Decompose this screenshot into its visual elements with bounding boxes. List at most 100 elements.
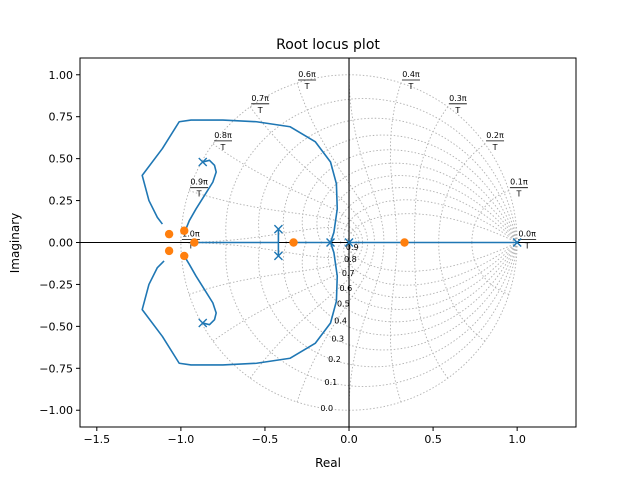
frequency-label-den-1: T bbox=[515, 190, 521, 199]
frequency-curve-lower-3 bbox=[389, 242, 402, 403]
plot-area: 0.9 0.8 0.7 0.6 0.5 0.4 0.3 0.2 0.1 0.0 0.0π T 0.1π T… bbox=[39, 57, 577, 446]
frequency-curve-upper-5 bbox=[296, 82, 375, 243]
frequency-curve-lower-0 bbox=[471, 242, 510, 295]
pole-marker-2 bbox=[273, 224, 283, 234]
frequency-label-7: 0.8π T bbox=[213, 131, 232, 152]
y-tick-label-2: −0.50 bbox=[39, 320, 73, 333]
damping-label-0: 0.9 bbox=[346, 243, 359, 252]
frequency-curve-lower-4 bbox=[348, 242, 385, 411]
frequency-label-den-5: T bbox=[304, 82, 310, 91]
damping-label-4: 0.5 bbox=[337, 300, 350, 309]
x-tick-label-1: −1.0 bbox=[168, 433, 195, 446]
damping-label-3: 0.6 bbox=[339, 284, 352, 293]
zero-marker-4 bbox=[190, 238, 199, 247]
pole-marker-4 bbox=[326, 238, 336, 247]
damping-line-upper-1 bbox=[343, 199, 518, 243]
y-tick-label-3: −0.25 bbox=[39, 278, 73, 291]
damping-label-5: 0.4 bbox=[334, 316, 347, 325]
zero-marker-1 bbox=[164, 246, 174, 256]
frequency-curve-lower-6 bbox=[249, 242, 369, 379]
damping-line-upper-7 bbox=[258, 117, 518, 243]
y-tick-label-7: 0.75 bbox=[49, 111, 74, 124]
zero-marker-0 bbox=[164, 229, 174, 239]
locus-group bbox=[141, 119, 522, 366]
y-tick-label-1: −0.75 bbox=[39, 362, 73, 375]
pole-marker-stroke-b-6 bbox=[512, 238, 522, 247]
pole-marker-6 bbox=[512, 238, 522, 247]
frequency-curve-lower-9 bbox=[180, 242, 357, 258]
x-tick-label-2: −0.5 bbox=[252, 433, 279, 446]
damping-label-8: 0.1 bbox=[325, 378, 338, 387]
zero-marker-2 bbox=[180, 226, 189, 235]
frequency-label-den-7: T bbox=[220, 143, 226, 152]
pole-marker-stroke-b-1 bbox=[198, 318, 208, 328]
damping-line-lower-1 bbox=[343, 242, 518, 286]
pole-marker-stroke-b-5 bbox=[344, 238, 354, 247]
y-tick-label-0: −1.00 bbox=[39, 404, 73, 417]
frequency-label-den-0: T bbox=[524, 242, 530, 251]
frequency-curve-upper-2 bbox=[414, 106, 449, 243]
y-tick-label-6: 0.50 bbox=[49, 153, 74, 166]
frequency-label-den-6: T bbox=[257, 106, 263, 115]
frequency-curve-lower-2 bbox=[414, 242, 449, 379]
damping-line-lower-2 bbox=[336, 242, 518, 298]
damping-label-7: 0.2 bbox=[328, 355, 341, 364]
frequency-label-6: 0.7π T bbox=[251, 94, 270, 115]
pole-marker-stroke-b-2 bbox=[273, 224, 283, 234]
frequency-curve-upper-4 bbox=[348, 74, 385, 243]
damping-label-1: 0.8 bbox=[344, 255, 357, 264]
x-tick-label-5: 1.0 bbox=[508, 433, 526, 446]
x-tick-label-4: 0.5 bbox=[424, 433, 442, 446]
pole-marker-1 bbox=[198, 318, 208, 328]
pole-marker-3 bbox=[273, 251, 283, 261]
damping-line-lower-7 bbox=[258, 242, 518, 368]
x-tick-label-3: 0.0 bbox=[340, 433, 358, 446]
frequency-label-num-5: 0.6π bbox=[298, 70, 316, 79]
damping-label-6: 0.3 bbox=[331, 335, 344, 344]
frequency-curve-upper-3 bbox=[389, 82, 402, 243]
frequency-label-5: 0.6π T bbox=[298, 70, 317, 91]
frequency-curve-lower-5 bbox=[296, 242, 375, 403]
chart-title: Root locus plot bbox=[276, 37, 380, 53]
frequency-curve-upper-6 bbox=[249, 106, 369, 243]
frequency-label-den-8: T bbox=[196, 190, 202, 199]
y-axis-label: Imaginary bbox=[8, 213, 22, 274]
frequency-label-num-3: 0.3π bbox=[449, 94, 467, 103]
frequency-label-0: 0.0π T bbox=[518, 230, 537, 251]
frequency-label-num-4: 0.4π bbox=[402, 70, 420, 79]
locus-branch-1 bbox=[183, 255, 217, 326]
frequency-label-num-6: 0.7π bbox=[251, 94, 269, 103]
frequency-curve-upper-9 bbox=[180, 227, 357, 243]
damping-line-upper-2 bbox=[336, 187, 518, 243]
frequency-label-den-9: T bbox=[187, 242, 193, 251]
frequency-label-8: 0.9π T bbox=[190, 178, 209, 199]
frequency-label-3: 0.3π T bbox=[448, 94, 467, 115]
y-tick-label-5: 0.25 bbox=[49, 195, 74, 208]
pole-marker-stroke-b-4 bbox=[326, 238, 336, 247]
pole-marker-stroke-b-0 bbox=[198, 157, 208, 167]
frequency-label-2: 0.2π T bbox=[486, 131, 505, 152]
frequency-label-num-7: 0.8π bbox=[214, 131, 232, 140]
x-tick-label-0: −1.5 bbox=[83, 433, 110, 446]
frequency-label-num-9: 1.0π bbox=[182, 230, 200, 239]
damping-label-9: 0.0 bbox=[320, 404, 333, 413]
frequency-label-4: 0.4π T bbox=[401, 70, 420, 91]
frequency-label-num-8: 0.9π bbox=[190, 178, 208, 187]
y-tick-label-4: 0.00 bbox=[49, 237, 74, 250]
damping-label-2: 0.7 bbox=[342, 269, 355, 278]
pole-marker-5 bbox=[344, 238, 354, 247]
frequency-label-num-0: 0.0π bbox=[518, 230, 536, 239]
zero-marker-5 bbox=[289, 238, 298, 247]
zero-marker-3 bbox=[180, 251, 189, 261]
locus-branch-0 bbox=[185, 159, 217, 230]
frequency-label-1: 0.1π T bbox=[509, 178, 528, 199]
frequency-curve-upper-0 bbox=[471, 190, 510, 243]
locus-branch-3 bbox=[141, 242, 339, 366]
frequency-label-num-1: 0.1π bbox=[510, 178, 528, 187]
pole-marker-stroke-b-3 bbox=[273, 251, 283, 261]
y-tick-label-8: 1.00 bbox=[49, 69, 74, 82]
x-axis-label: Real bbox=[315, 456, 341, 470]
pole-marker-0 bbox=[198, 157, 208, 167]
